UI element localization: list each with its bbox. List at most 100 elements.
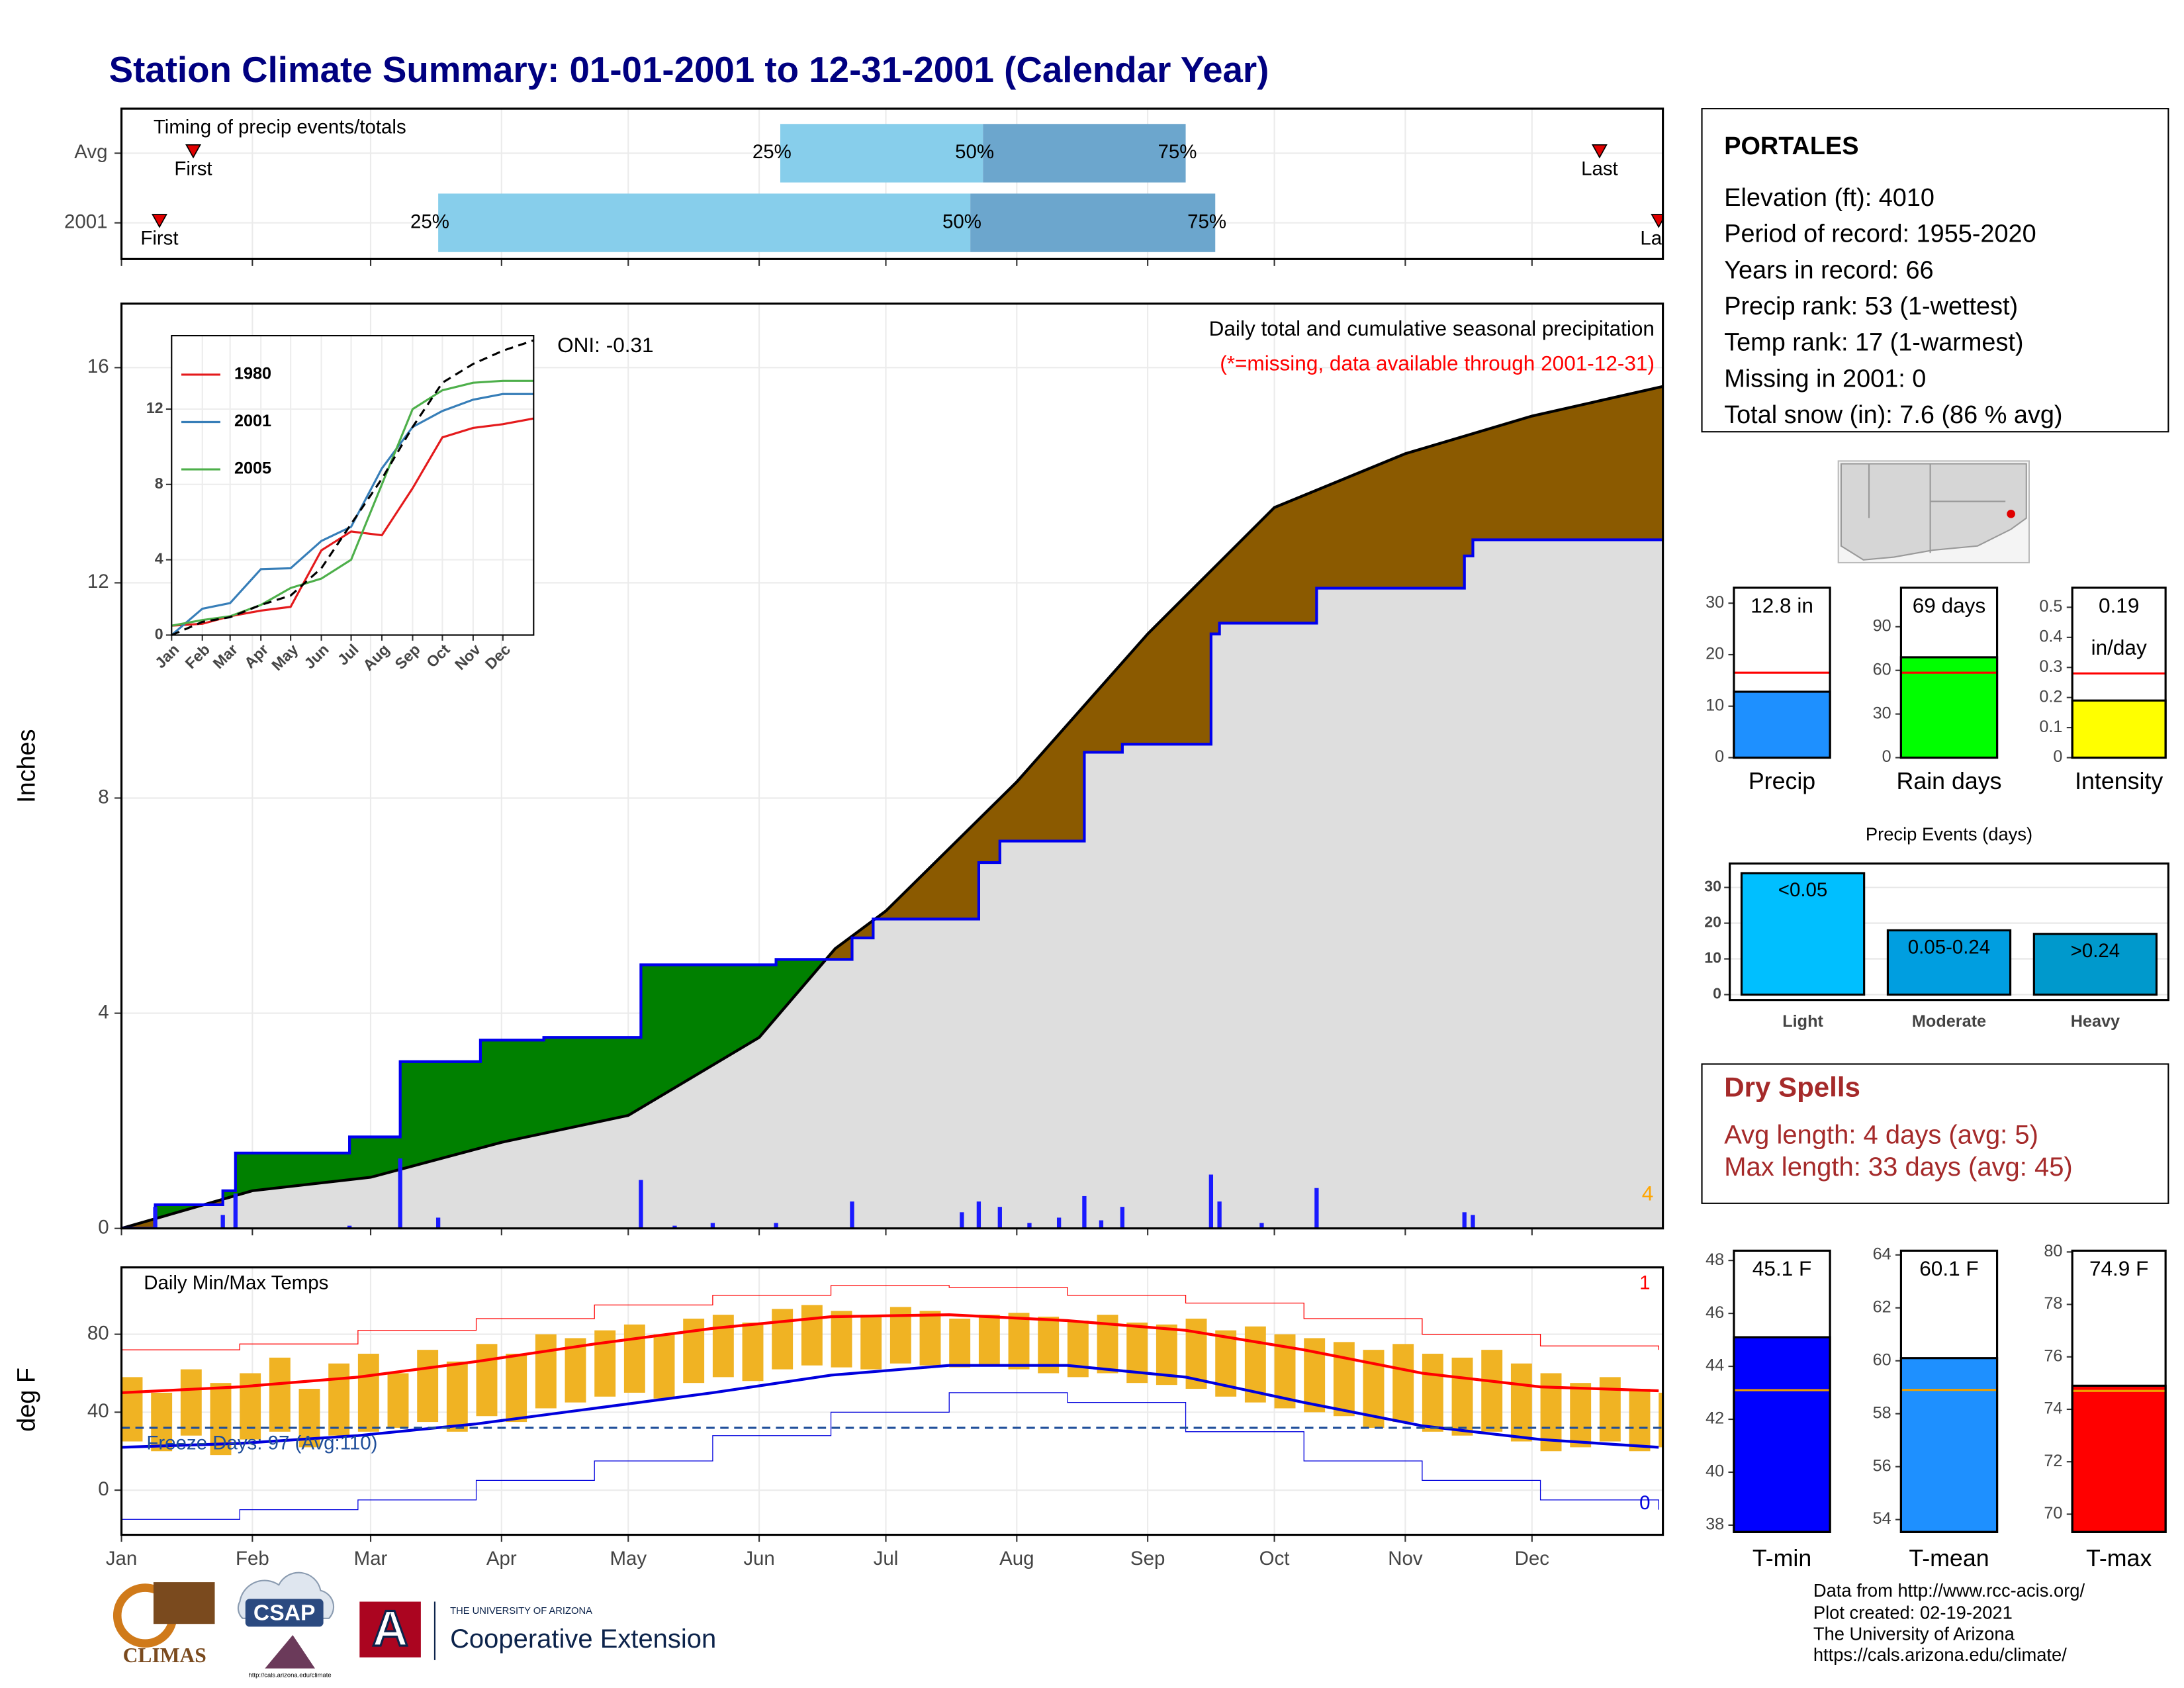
daily-range-bar [446, 1361, 468, 1432]
y-tick-label: 20 [1706, 645, 1724, 663]
daily-range-bar [831, 1311, 852, 1368]
panel-border [1899, 1249, 1999, 1533]
daily-bar [672, 1225, 677, 1229]
station-line: Missing in 2001: 0 [1724, 365, 1926, 393]
ua-letter: A [372, 1601, 408, 1657]
daily-range-bar [1659, 1392, 1663, 1448]
average-min-line [121, 1364, 1659, 1449]
y-tick-label: 10 [1704, 949, 1721, 966]
event-label: First [140, 228, 178, 250]
daily-range-bar [742, 1322, 764, 1382]
bar [1886, 929, 2012, 996]
bar-label: <0.05 [1778, 879, 1828, 901]
daily-bar [976, 1201, 981, 1229]
bar [2071, 699, 2167, 759]
temp-plot [121, 1267, 1663, 1535]
y-tick-label: 0.2 [2039, 687, 2062, 706]
daily-range-bar [772, 1309, 794, 1370]
daily-bar [233, 1193, 238, 1229]
record-high-line [121, 1285, 1659, 1350]
x-tick-label: Jul [874, 1548, 899, 1570]
y-tick-label: 20 [1704, 914, 1721, 931]
quartile-bar [438, 193, 971, 252]
daily-bar [398, 1158, 402, 1229]
panel-border [1733, 586, 1831, 759]
quartile-bar [983, 124, 1186, 183]
daily-range-bar [240, 1373, 261, 1440]
panel-title: Timing of precip events/totals [154, 116, 406, 138]
daily-bar [1120, 1207, 1125, 1229]
x-tick-label: Heavy [2071, 1012, 2120, 1031]
x-tick-label: Precip [1749, 768, 1815, 794]
unit-label: in/day [2091, 635, 2147, 659]
series-line [171, 393, 534, 636]
x-tick-label: Feb [236, 1548, 269, 1570]
daily-bar [153, 1207, 158, 1229]
x-tick-label: T-mean [1909, 1545, 1989, 1571]
daily-range-bar [978, 1315, 1000, 1366]
footer-line: Data from http://www.rcc-acis.org/ [1813, 1580, 2085, 1601]
missing-note: (*=missing, data available through 2001-… [1220, 352, 1655, 375]
y-tick-label: 58 [1873, 1403, 1891, 1422]
y-tick-label: 10 [1706, 696, 1724, 714]
corner-label: 4 [1642, 1182, 1654, 1205]
y-tick-label: 42 [1706, 1409, 1724, 1428]
bar [1899, 656, 1999, 759]
inset-frame [171, 336, 534, 635]
panel-border [2071, 586, 2167, 759]
record-high-count: 1 [1639, 1272, 1650, 1294]
daily-bar [1471, 1215, 1475, 1229]
station-line: Years in record: 66 [1724, 256, 1933, 284]
chart-subtitle: Daily total and cumulative seasonal prec… [1209, 316, 1655, 340]
csap-badge [245, 1599, 324, 1627]
footer-line: Plot created: 02-19-2021 [1813, 1603, 2013, 1623]
daily-range-bar [949, 1319, 971, 1368]
y-tick-label: 0 [1713, 985, 1721, 1002]
x-tick-label: Jan [106, 1548, 137, 1570]
legend-label: 1980 [234, 365, 271, 383]
chart-title: Precip Events (days) [1866, 824, 2032, 845]
precip-plot [121, 303, 1663, 1229]
y-tick-label: 40 [1706, 1462, 1724, 1481]
quartile-label: 50% [955, 141, 994, 163]
x-tick-label: Moderate [1912, 1012, 1986, 1031]
station-dot [2007, 510, 2015, 518]
panel-border [120, 303, 1664, 1230]
daily-range-bar [535, 1334, 557, 1409]
map-states [1840, 463, 2027, 561]
panel-border [2071, 1249, 2167, 1533]
x-tick-label: Jun [743, 1548, 774, 1570]
panel-border [1733, 1249, 1831, 1533]
daily-bar [1217, 1201, 1222, 1229]
y-tick-label: 44 [1706, 1356, 1724, 1375]
daily-range-bar [476, 1344, 498, 1417]
daily-bar [220, 1215, 225, 1229]
daily-range-bar [269, 1357, 291, 1432]
daily-bar [1314, 1188, 1319, 1229]
daily-range-bar [417, 1350, 439, 1423]
daily-range-bar [919, 1311, 941, 1366]
station-line: Temp rank: 17 (1-warmest) [1724, 329, 2023, 357]
y-tick-label: 54 [1873, 1509, 1891, 1528]
y-tick-label: 60 [1873, 660, 1891, 679]
map-borders [1868, 463, 2006, 553]
daily-range-bar [1392, 1344, 1414, 1423]
daily-range-bar [1333, 1342, 1355, 1417]
y-tick-label: 62 [1873, 1297, 1891, 1316]
event-label: First [174, 158, 212, 179]
logos: CLIMAS CSAP http://cals.arizona.edu/clim… [113, 1571, 716, 1679]
ua-block [359, 1601, 421, 1658]
y-tick-label: 60 [1873, 1350, 1891, 1369]
x-tick-label: Nov [1388, 1548, 1423, 1570]
daily-bar [850, 1201, 854, 1229]
daily-range-bar [506, 1354, 527, 1423]
daily-bar [1208, 1174, 1214, 1229]
daily-range-bar [180, 1369, 202, 1436]
station-lines: Elevation (ft): 4010 Period of record: 19… [1724, 184, 2062, 429]
dry-spells-line: Max length: 33 days (avg: 45) [1724, 1152, 2073, 1182]
csap-logo: CSAP [253, 1601, 316, 1625]
y-tick-label: 0.1 [2039, 718, 2062, 736]
timing-plot: 25% 50% 75% First Last 25% 50% 75% First Last [121, 109, 1663, 259]
bar [2032, 933, 2158, 996]
